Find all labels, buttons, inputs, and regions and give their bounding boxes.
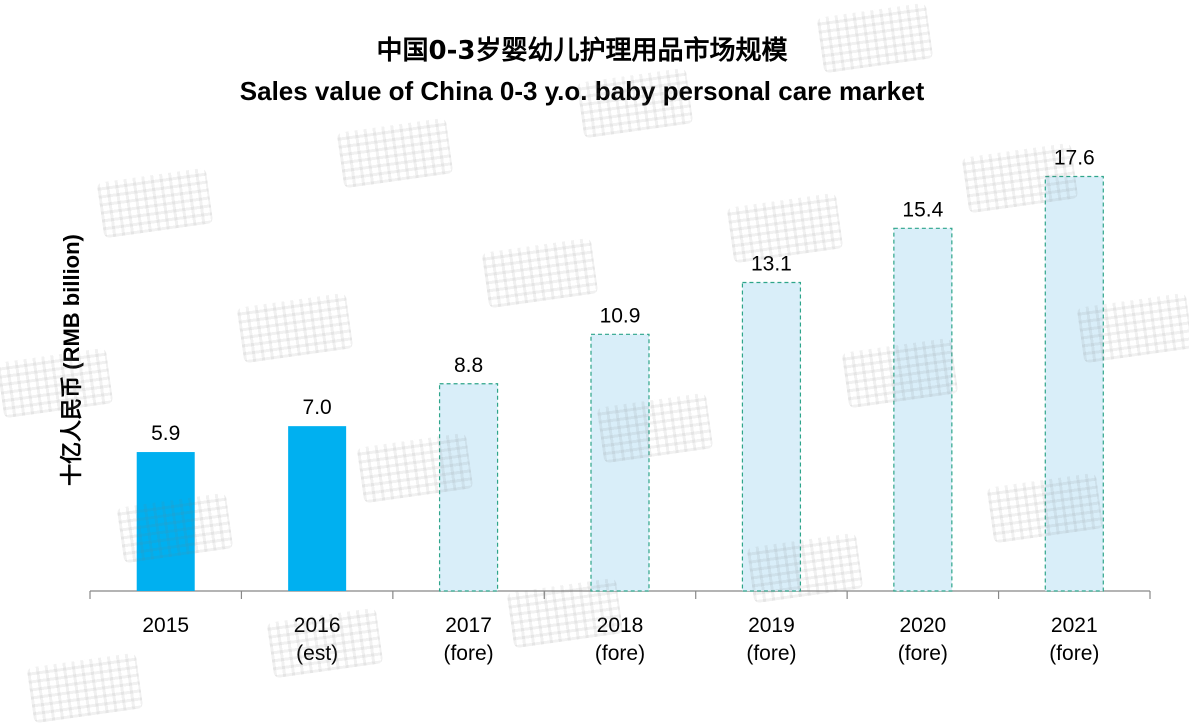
x-tick-label: (est) <box>296 642 338 665</box>
bar-2016 <box>288 426 347 591</box>
bar-2020 <box>893 227 953 592</box>
x-tick-label: (fore) <box>443 642 493 665</box>
x-tick-label: 2021 <box>1051 614 1098 637</box>
bar-chart: 5.9 2015 7.0 2016 (est) 8.8 2017 (fore) 10.9 2018… <box>89 147 1151 665</box>
x-tick-label: 2017 <box>445 614 492 637</box>
data-label: 13.1 <box>751 252 792 275</box>
bar-2017 <box>438 383 499 592</box>
x-tick-label: (fore) <box>595 642 645 665</box>
x-tick-label: 2020 <box>899 614 946 637</box>
chart-title: 中国0-3岁婴幼儿护理用品市场规模 <box>376 36 788 66</box>
x-tick-label: 2018 <box>597 614 644 637</box>
x-tick-label: (fore) <box>1049 642 1099 665</box>
x-tick-label: 2016 <box>294 614 341 637</box>
data-label: 15.4 <box>902 198 943 221</box>
bar-2019 <box>741 281 802 592</box>
data-label: 8.8 <box>454 354 483 377</box>
data-label: 10.9 <box>600 304 641 327</box>
bar-2018 <box>590 333 650 592</box>
x-tick-label: 2015 <box>142 614 189 637</box>
data-label: 5.9 <box>151 422 180 445</box>
bar-2015 <box>136 452 195 591</box>
x-tick-label: 2019 <box>748 614 795 637</box>
data-label: 17.6 <box>1054 147 1095 170</box>
x-tick-label: (fore) <box>898 642 948 665</box>
chart-subtitle: Sales value of China 0-3 y.o. baby perso… <box>239 76 925 106</box>
data-label: 7.0 <box>303 396 332 419</box>
x-tick-label: (fore) <box>746 642 796 665</box>
bar-2021 <box>1044 175 1104 592</box>
